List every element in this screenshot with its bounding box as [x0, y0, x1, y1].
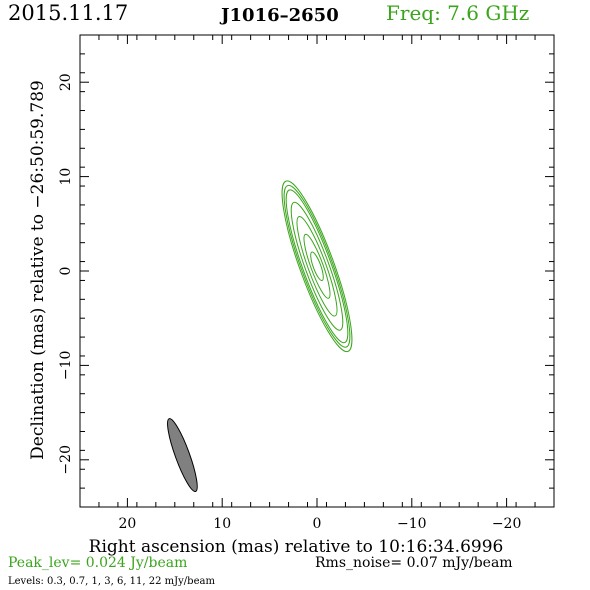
y-axis-label: Declination (mas) relative to −26:50:59.… — [28, 80, 48, 460]
y-tick-label: 20 — [58, 73, 74, 91]
x-tick-label: 0 — [313, 516, 322, 532]
contour-level-0.7 — [283, 184, 351, 348]
peak-level: Peak_lev= 0.024 Jy/beam — [8, 555, 187, 571]
x-tick-label: −10 — [397, 516, 427, 532]
tick-labels: 20 10 0 −10 −20 20 10 0 −10 −20 — [58, 73, 521, 532]
plot-frame — [79, 34, 555, 508]
restoring-beam — [167, 418, 198, 493]
axis-ticks — [79, 34, 555, 508]
contour-levels: Levels: 0.3, 0.7, 1, 3, 6, 11, 22 mJy/be… — [8, 576, 215, 587]
x-axis-label: Right ascension (mas) relative to 10:16:… — [89, 537, 504, 557]
frequency-label: Freq: 7.6 GHz — [386, 1, 529, 25]
x-tick-label: 20 — [118, 516, 136, 532]
contour-level-3 — [290, 201, 344, 331]
source-name: J1016–2650 — [219, 5, 339, 26]
contour-level-11 — [303, 233, 331, 299]
x-tick-label: −20 — [492, 516, 522, 532]
contour-level-6 — [296, 216, 338, 317]
y-tick-label: −10 — [58, 351, 74, 381]
y-tick-label: −20 — [58, 445, 74, 475]
rms-noise: Rms_noise= 0.07 mJy/beam — [315, 555, 513, 571]
beam-group — [167, 418, 198, 493]
y-tick-label: 0 — [58, 267, 74, 276]
observation-date: 2015.11.17 — [8, 1, 128, 25]
contour-level-1 — [285, 189, 349, 344]
y-tick-label: 10 — [58, 168, 74, 186]
contour-group — [281, 180, 353, 353]
contour-level-0.3 — [281, 180, 353, 353]
x-tick-label: 10 — [213, 516, 231, 532]
contour-level-22 — [310, 251, 324, 282]
